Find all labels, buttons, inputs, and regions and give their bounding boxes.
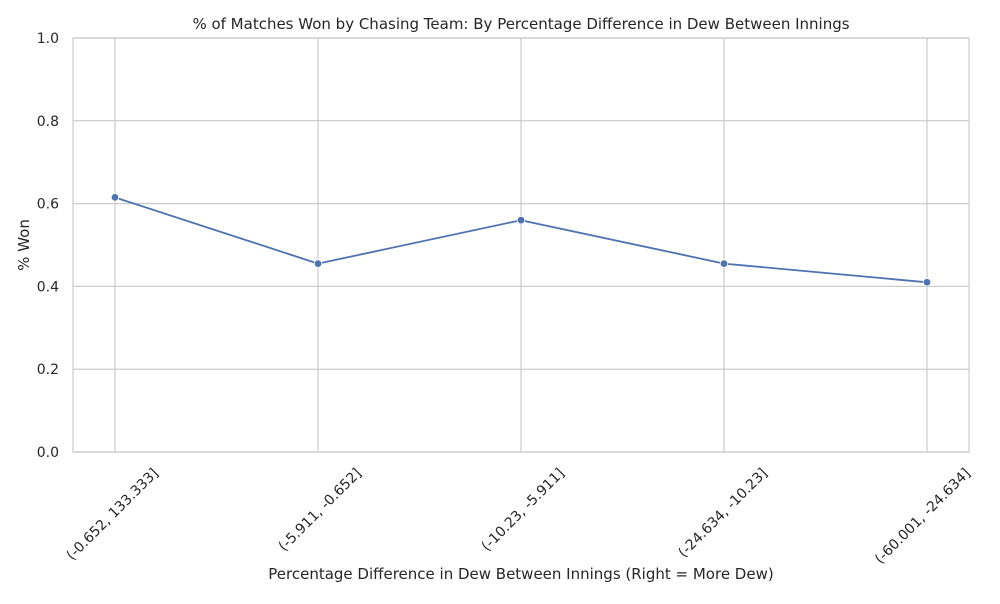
- x-tick-label: (-0.652, 133.333]: [64, 466, 162, 564]
- y-tick-label: 0.6: [37, 197, 59, 213]
- series-layer: [110, 193, 932, 287]
- y-tick-label: 0.8: [37, 114, 59, 130]
- data-point: [516, 215, 526, 225]
- grid-lines: [73, 37, 969, 453]
- x-axis-label: Percentage Difference in Dew Between Inn…: [268, 565, 773, 583]
- x-tick-label: (-5.911, -0.652]: [276, 466, 365, 555]
- x-tick-labels: (-0.652, 133.333] (-5.911, -0.652] (-10.23…: [64, 466, 974, 568]
- x-tick-label: (-60.001, -24.634]: [872, 466, 974, 568]
- x-tick-label: (-24.634, -10.23]: [675, 466, 770, 561]
- y-axis-label: % Won: [15, 219, 33, 271]
- data-point: [313, 259, 323, 268]
- y-tick-label: 0.2: [37, 362, 59, 378]
- data-point: [110, 193, 120, 202]
- data-point: [719, 259, 729, 268]
- y-tick-label: 0.4: [37, 279, 59, 295]
- y-tick-labels: 0.0 0.2 0.4 0.6 0.8 1.0: [37, 31, 59, 461]
- x-tick-label: (-10.23, -5.911]: [479, 466, 568, 555]
- plot-area-frame: [72, 37, 970, 453]
- data-point: [922, 278, 932, 287]
- chart-title: % of Matches Won by Chasing Team: By Per…: [192, 15, 849, 33]
- y-tick-label: 1.0: [37, 31, 59, 47]
- y-tick-label: 0.0: [37, 445, 59, 461]
